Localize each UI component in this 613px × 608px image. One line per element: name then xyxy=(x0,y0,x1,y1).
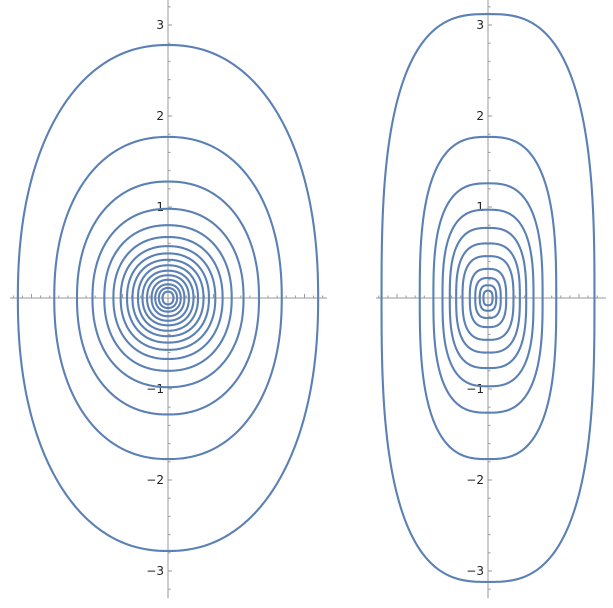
orbit-curve xyxy=(154,283,182,313)
orbit-curve xyxy=(474,276,502,320)
orbit-curve xyxy=(380,13,596,583)
y-tick-label: −2 xyxy=(146,473,164,487)
orbit-curve xyxy=(136,264,200,332)
orbit-curve xyxy=(468,267,508,329)
y-tick-label: −2 xyxy=(466,473,484,487)
orbit-curve xyxy=(432,182,544,414)
orbit-curve xyxy=(16,43,320,553)
orbit-curve xyxy=(75,180,261,416)
y-tick-label: 1 xyxy=(156,200,164,214)
orbit-curve xyxy=(441,208,535,388)
orbit-curve xyxy=(119,245,217,351)
orbit-curve xyxy=(112,235,224,361)
y-tick-label: 1 xyxy=(476,200,484,214)
orbit-curve xyxy=(131,258,205,338)
orbit-curve xyxy=(157,286,179,310)
y-tick-label: 2 xyxy=(476,109,484,123)
orbit-curve xyxy=(478,284,498,312)
y-tick-label: −3 xyxy=(466,564,484,578)
orbit-curve xyxy=(455,242,521,354)
y-tick-label: 2 xyxy=(156,109,164,123)
orbit-curve xyxy=(141,269,195,327)
y-tick-label: −1 xyxy=(146,382,164,396)
y-tick-label: 3 xyxy=(476,18,484,32)
orbit-curve xyxy=(461,255,515,341)
orbit-curve xyxy=(448,226,528,370)
left-phase-portrait-panel: 3 2 1 −1 −2 −3 xyxy=(10,0,327,599)
orbit-curve xyxy=(53,135,283,461)
orbit-curve xyxy=(482,289,494,307)
orbit-curve xyxy=(91,207,245,389)
right-phase-portrait-panel: 321−1−2−3 xyxy=(376,0,606,599)
orbit-curve xyxy=(103,224,233,372)
y-tick-label: 3 xyxy=(156,18,164,32)
orbit-curve xyxy=(161,290,175,306)
orbit-curve xyxy=(418,135,558,461)
y-tick-label: −3 xyxy=(146,564,164,578)
orbit-curve xyxy=(146,274,190,322)
orbit-curve xyxy=(125,252,211,344)
orbit-curve xyxy=(150,278,186,318)
